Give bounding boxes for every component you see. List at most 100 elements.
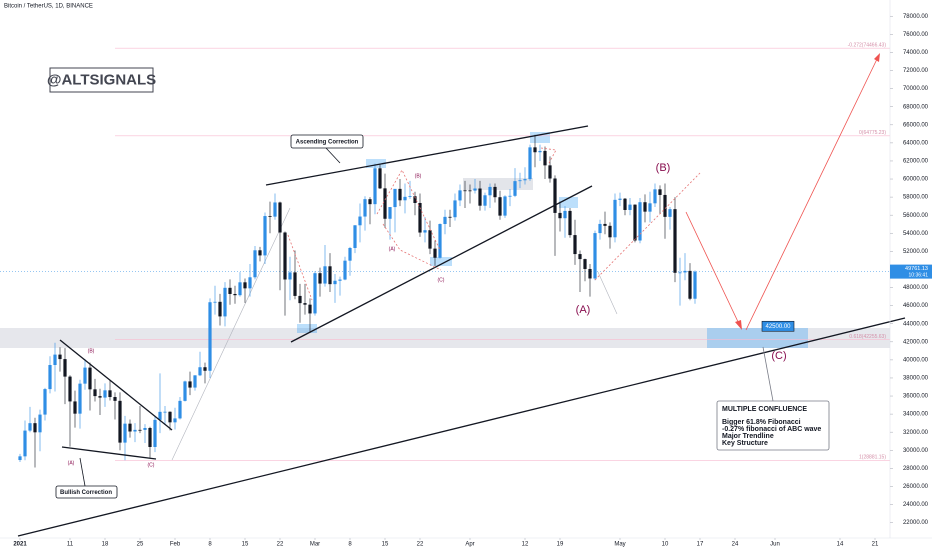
candle-body [338, 279, 342, 281]
candle-body [293, 272, 297, 296]
y-tick-label: 44000.00 [903, 321, 929, 327]
guide-line [597, 271, 618, 315]
candle-body [98, 396, 102, 398]
y-tick-label: 58000.00 [903, 195, 929, 201]
x-tick-label: 12 [522, 542, 529, 548]
x-tick-label: 15 [382, 542, 389, 548]
candle-body [253, 250, 257, 278]
wave-label: (C) [771, 350, 786, 362]
wave-label: (B) [88, 348, 95, 354]
candle-body [18, 456, 22, 461]
candle-body [178, 400, 182, 419]
candle-body [638, 202, 642, 241]
candle-body [183, 381, 187, 401]
candle-body [218, 301, 222, 317]
candle-body [33, 423, 37, 433]
x-tick-label: 2021 [13, 542, 27, 548]
candle-body [168, 411, 172, 423]
candle-body [418, 202, 422, 233]
y-tick-label: 38000.00 [903, 376, 929, 382]
range-box [463, 178, 533, 190]
candle-body [573, 235, 577, 255]
candle-body [438, 224, 442, 258]
candle-body [528, 147, 532, 180]
arrow-head [735, 320, 742, 330]
candle-body [603, 223, 607, 226]
candle-body [188, 381, 192, 388]
candle-body [413, 196, 417, 203]
candle-body [593, 233, 597, 279]
y-tick-label: 28000.00 [903, 466, 929, 472]
candle-body [268, 216, 272, 217]
x-tick-label: 17 [697, 542, 704, 548]
candle-body [298, 295, 302, 304]
candle-body [443, 216, 447, 225]
candle-body [658, 189, 662, 195]
candle-body [343, 260, 347, 280]
x-tick-label: 10 [662, 542, 669, 548]
candle-body [313, 273, 317, 314]
candle-body [618, 198, 622, 200]
candle-body [578, 254, 582, 260]
callout-box [290, 134, 364, 149]
candle-body [148, 427, 152, 447]
candle-body [678, 272, 682, 274]
candle-body [408, 196, 412, 197]
candle-body [568, 210, 572, 236]
confluence-line: -0.27% fibonacci of ABC wave [722, 426, 821, 433]
candle-body [63, 359, 67, 377]
candle-body [588, 268, 592, 279]
callout-pointer [325, 147, 341, 164]
y-tick-label: 62000.00 [903, 159, 929, 165]
candle-body [138, 429, 142, 431]
candle-body [248, 277, 252, 289]
candle-body [348, 247, 352, 261]
confluence-line: Bigger 61.8% Fibonacci [722, 419, 801, 426]
candle-body [318, 273, 322, 284]
x-tick-label: 18 [102, 542, 109, 548]
candle-body [283, 232, 287, 280]
y-tick-label: 70000.00 [903, 86, 929, 92]
candle-body [128, 423, 132, 432]
y-tick-label: 74000.00 [903, 50, 929, 56]
x-tick-label: 25 [137, 542, 144, 548]
wedge-lower [290, 185, 593, 343]
candle-body [543, 150, 547, 166]
candle-body [683, 270, 687, 273]
candle-body [648, 203, 652, 212]
x-tick-label: 8 [208, 542, 212, 548]
wave-label: (A) [389, 246, 396, 252]
candle-body [68, 376, 72, 402]
y-tick-label: 64000.00 [903, 140, 929, 146]
y-tick-label: 32000.00 [903, 430, 929, 436]
y-tick-label: 22000.00 [903, 520, 929, 526]
pivot-highlight [366, 159, 386, 168]
candle-body [688, 270, 692, 299]
pivot-highlight [430, 257, 452, 266]
candle-body [503, 196, 507, 216]
candle-body [153, 419, 157, 447]
candle-body [213, 301, 217, 303]
x-tick-label: 21 [872, 542, 879, 548]
candle-body [78, 383, 82, 414]
candle-body [608, 225, 612, 238]
y-tick-label: 54000.00 [903, 231, 929, 237]
candle-body [368, 199, 372, 205]
x-tick-label: 14 [837, 542, 844, 548]
candle-body [423, 230, 427, 233]
x-tick-label: 22 [277, 542, 284, 548]
x-tick-label: Jun [770, 542, 780, 548]
candle-body [123, 423, 127, 443]
candle-body [278, 202, 282, 233]
wave-path [540, 147, 557, 166]
confluence-line: Major Trendline [722, 433, 774, 440]
y-tick-label: 40000.00 [903, 357, 929, 363]
target-label: 42500.00 [765, 324, 791, 330]
candle-body [263, 216, 267, 256]
candle-body [143, 427, 147, 430]
wave-path [594, 172, 701, 281]
flag-upper [59, 339, 173, 431]
candle-body [453, 200, 457, 218]
candle-body [553, 178, 557, 213]
